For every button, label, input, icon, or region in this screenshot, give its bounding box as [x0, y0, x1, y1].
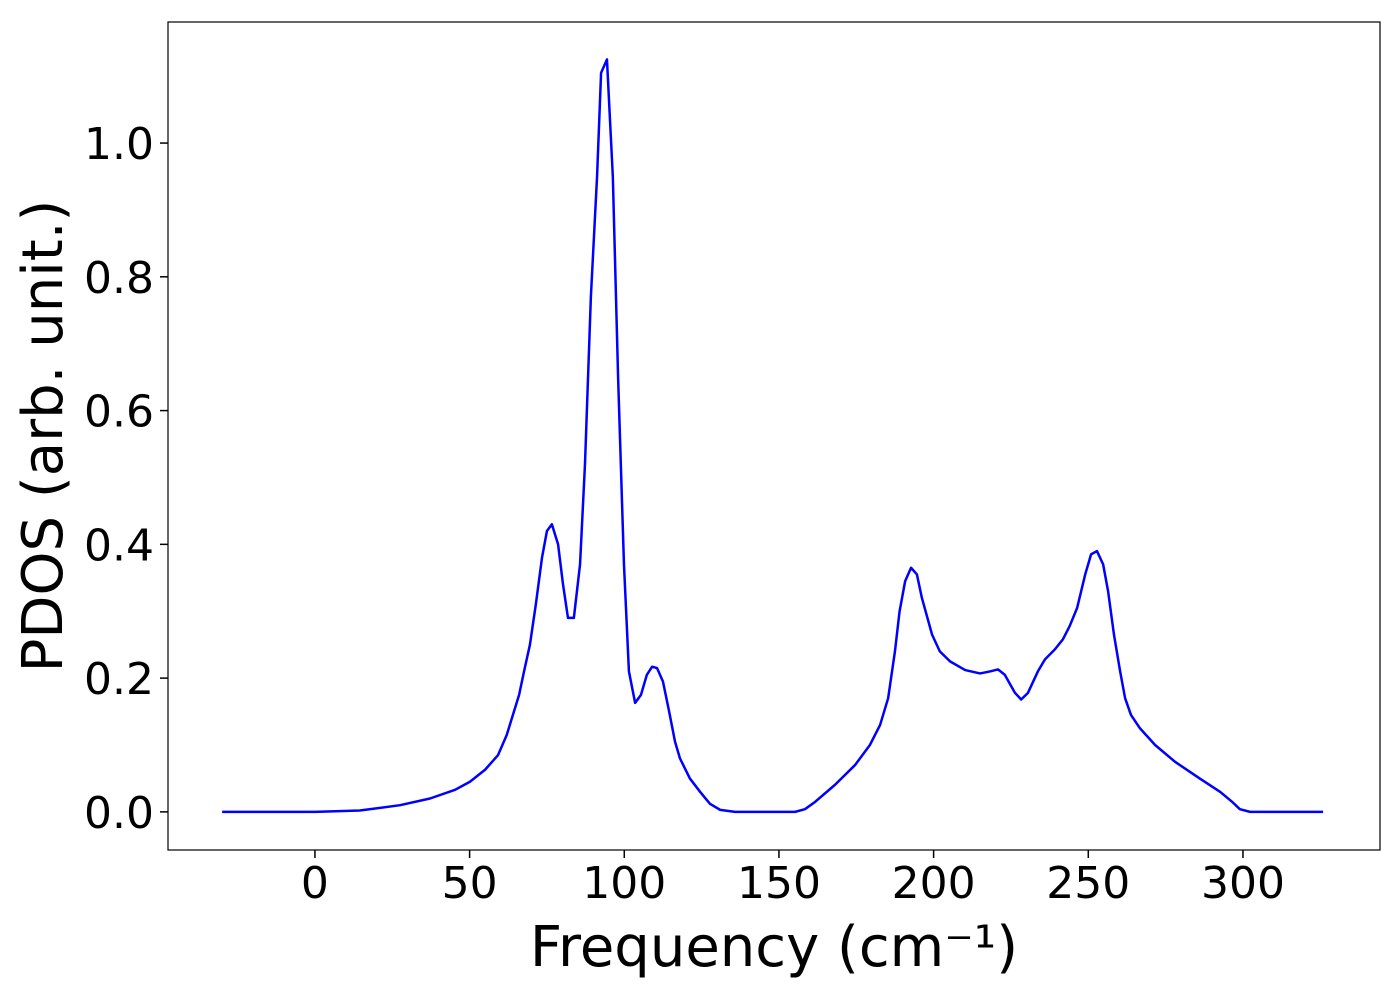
x-tick-label: 0 — [301, 858, 329, 909]
x-tick-label: 300 — [1201, 858, 1285, 909]
x-axis-label: Frequency (cm⁻¹) — [530, 915, 1018, 980]
plot-frame — [167, 21, 1381, 851]
y-tick-label: 0.8 — [84, 253, 154, 304]
y-tick-label: 1.0 — [84, 119, 154, 170]
y-tick-label: 0.4 — [84, 520, 154, 571]
x-tick-label: 100 — [582, 858, 666, 909]
y-tick-label: 0.2 — [84, 654, 154, 705]
data-line — [222, 58, 1324, 814]
x-tick-label: 150 — [737, 858, 821, 909]
y-axis-label: PDOS (arb. unit.) — [11, 200, 76, 673]
x-tick-label: 50 — [442, 858, 498, 909]
y-tick-label: 0.6 — [84, 387, 154, 438]
x-tick-label: 200 — [892, 858, 976, 909]
x-tick-label: 250 — [1046, 858, 1130, 909]
y-tick-label: 0.0 — [84, 788, 154, 839]
